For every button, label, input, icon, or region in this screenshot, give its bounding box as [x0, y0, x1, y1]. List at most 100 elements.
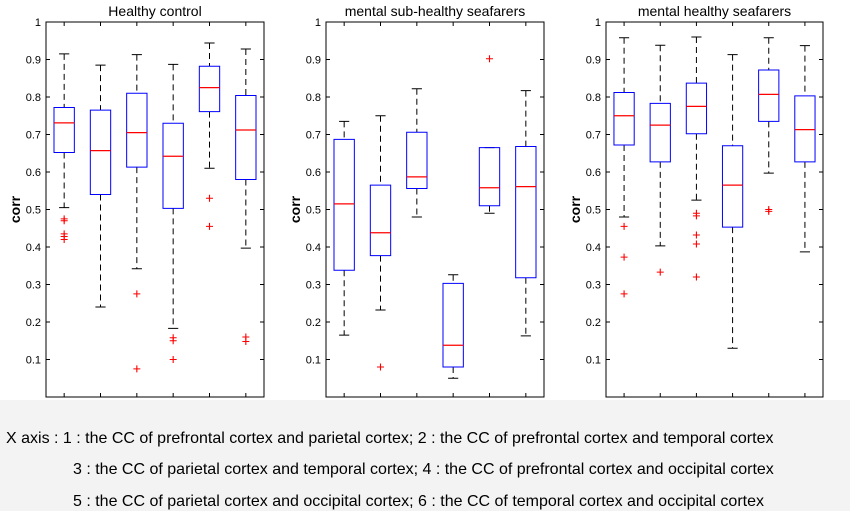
y-axis-label: corr: [287, 195, 303, 223]
outlier-marker: [620, 290, 628, 298]
iqr-box: [235, 95, 257, 180]
y-tick-label: 0.8: [306, 92, 321, 104]
chart-panel-2: mental sub-healthy seafarers corr 0.1 0.2 0.…: [287, 3, 545, 398]
caption-line-3: 5 : the CC of parietal cortex and occipi…: [73, 493, 764, 510]
y-tick-label: 0.6: [586, 167, 601, 179]
x-axis-caption: X axis : 1 : the CC of prefrontal cortex…: [0, 400, 850, 511]
box-3: [406, 88, 428, 218]
y-tick-label: 0.2: [26, 317, 41, 329]
box-4: [721, 54, 744, 349]
outlier-marker: [377, 363, 384, 371]
outlier-marker: [692, 231, 700, 239]
iqr-box: [685, 82, 708, 135]
outlier-marker: [692, 240, 700, 248]
y-tick-label: 0.7: [306, 130, 321, 142]
y-tick-label: 0.3: [26, 280, 41, 292]
outlier-marker: [133, 290, 141, 298]
chart-title: Healthy control: [108, 3, 201, 19]
outlier-marker: [60, 217, 68, 225]
y-tick-label: 0.4: [586, 242, 601, 254]
box-1: [613, 37, 635, 298]
iqr-box: [794, 95, 816, 163]
box-1: [53, 53, 75, 243]
y-tick-label: 0.2: [306, 317, 321, 329]
box-6: [235, 48, 257, 345]
box-2: [89, 64, 112, 308]
outlier-marker: [620, 222, 628, 230]
box-4: [162, 63, 184, 363]
box-1: [333, 120, 355, 336]
iqr-box: [721, 145, 744, 228]
box-2: [649, 44, 671, 276]
y-tick-label: 0.8: [26, 92, 41, 104]
y-tick-label: 0.9: [306, 55, 321, 67]
y-tick-label: 0.5: [586, 205, 601, 217]
y-tick-label: 0.4: [306, 242, 321, 254]
y-axis-label: corr: [567, 195, 583, 223]
iqr-box: [406, 131, 428, 189]
outlier-marker: [206, 194, 213, 202]
y-axis-label: corr: [7, 195, 23, 223]
outlier-marker: [169, 356, 177, 363]
y-tick-label: 0.7: [26, 130, 41, 142]
box-3: [126, 54, 148, 373]
y-tick-label: 1: [315, 17, 321, 29]
outlier-marker: [169, 337, 177, 345]
axes-frame: [325, 21, 545, 398]
iqr-box: [198, 65, 221, 113]
y-tick-label: 0.5: [26, 205, 41, 217]
outlier-marker: [692, 212, 700, 220]
outlier-marker: [692, 273, 700, 281]
y-tick-label: 0.3: [586, 280, 601, 292]
iqr-box: [53, 107, 75, 153]
chart-title: mental healthy seafarers: [638, 3, 791, 19]
y-tick-label: 0.6: [26, 167, 41, 179]
outlier-marker: [133, 365, 141, 373]
iqr-box: [126, 92, 148, 168]
outlier-marker: [242, 338, 250, 345]
iqr-box: [515, 146, 537, 279]
y-tick-label: 0.4: [26, 242, 41, 254]
box-6: [515, 90, 537, 337]
y-tick-label: 1: [595, 17, 601, 29]
axes-frame: [605, 21, 824, 398]
outlier-marker: [765, 207, 773, 215]
outlier-marker: [206, 222, 213, 230]
y-tick-label: 0.9: [586, 55, 601, 67]
y-tick-label: 0.9: [26, 55, 41, 67]
axes-frame: [45, 21, 265, 398]
y-tick-label: 0.1: [26, 355, 41, 367]
iqr-box: [442, 282, 464, 368]
outlier-marker: [656, 268, 664, 276]
chart-panel-3: mental healthy seafarers corr 0.1 0.2 0.3 0.4…: [567, 3, 824, 398]
caption-line-1: X axis : 1 : the CC of prefrontal cortex…: [6, 430, 774, 447]
iqr-box: [89, 109, 112, 195]
y-tick-label: 0.8: [586, 92, 601, 104]
iqr-box: [369, 184, 392, 257]
y-tick-label: 0.5: [306, 205, 321, 217]
box-5: [758, 37, 780, 215]
box-5: [478, 55, 501, 214]
chart-title: mental sub-healthy seafarers: [345, 3, 526, 19]
y-tick-label: 0.6: [306, 167, 321, 179]
box-4: [442, 274, 464, 379]
outlier-marker: [60, 236, 68, 243]
y-tick-label: 0.1: [306, 355, 321, 367]
iqr-box: [758, 69, 780, 122]
iqr-box: [478, 147, 501, 207]
box-2: [369, 115, 392, 371]
iqr-box: [162, 122, 184, 209]
chart-panel-1: Healthy control corr 0.1 0.2 0.3 0.4 0.5 0.6 0.7…: [7, 3, 265, 398]
iqr-box: [333, 138, 355, 271]
box-3: [685, 36, 708, 281]
caption-line-2: 3 : the CC of parietal cortex and tempor…: [73, 461, 774, 478]
outlier-marker: [620, 253, 628, 261]
y-tick-label: 0.3: [306, 280, 321, 292]
iqr-box: [649, 102, 671, 163]
y-tick-label: 0.7: [586, 130, 601, 142]
y-tick-label: 0.1: [586, 355, 601, 367]
figure: Healthy control corr 0.1 0.2 0.3 0.4 0.5 0.6 0.7…: [7, 3, 824, 398]
box-6: [794, 45, 816, 253]
y-tick-label: 0.2: [586, 317, 601, 329]
y-tick-label: 1: [35, 17, 41, 29]
